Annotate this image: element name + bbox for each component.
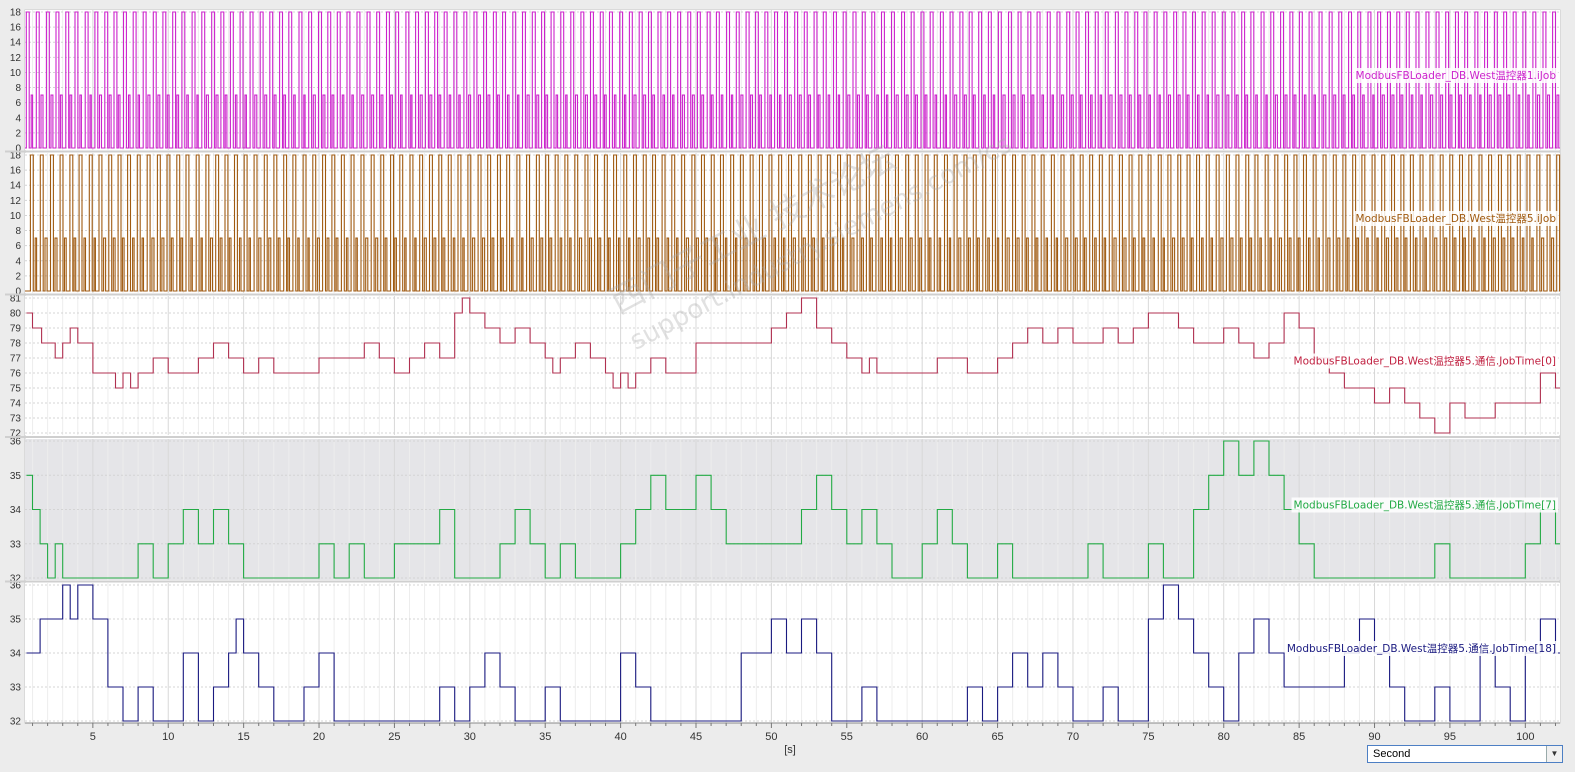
- y-tick-label: 0: [15, 144, 21, 155]
- y-tick-label: 36: [10, 581, 22, 592]
- y-tick-label: 14: [10, 181, 22, 192]
- panel-background: [25, 153, 1560, 293]
- x-tick-label: 85: [1293, 731, 1305, 743]
- x-tick-label: 30: [464, 731, 476, 743]
- y-tick-label: 78: [10, 339, 22, 350]
- x-tick-label: 60: [916, 731, 928, 743]
- y-tick-label: 80: [10, 309, 22, 320]
- y-tick-label: 33: [10, 683, 22, 694]
- y-tick-label: 81: [10, 294, 22, 305]
- y-tick-label: 14: [10, 38, 22, 49]
- series-line: [25, 154, 1561, 292]
- y-tick-label: 16: [10, 23, 22, 34]
- y-tick-label: 4: [15, 256, 21, 267]
- x-tick-label: 70: [1067, 731, 1079, 743]
- x-tick-label: 15: [238, 731, 250, 743]
- y-tick-label: 6: [15, 98, 21, 109]
- series-label: ModbusFBLoader_DB.West温控器5.通信.JobTime[7]: [1294, 499, 1556, 512]
- y-tick-label: 36: [10, 437, 22, 448]
- y-tick-label: 76: [10, 369, 22, 380]
- x-tick-label: 65: [991, 731, 1003, 743]
- x-tick-label: 50: [765, 731, 777, 743]
- y-tick-label: 35: [10, 615, 22, 626]
- y-tick-label: 2: [15, 128, 21, 139]
- y-tick-label: 6: [15, 241, 21, 252]
- panel-3: 72 73 74 75 76 77 78 79 80 81 ModbusFBLoader_DB.We…: [10, 294, 1560, 440]
- panel-2: 0 2 4 6 8 10 12 14 16 18 ModbusFBLoader_DB.West温控器…: [10, 151, 1561, 298]
- series-label-background: [1353, 68, 1559, 83]
- x-tick-label: 90: [1368, 731, 1380, 743]
- panel-1: 0 2 4 6 8 10 12 14 16 18 ModbusFBLoader_DB.West温控器…: [10, 8, 1560, 155]
- panel-4: 32 33 34 35 36 ModbusFBLoader_DB.West温控器5.通信.…: [10, 437, 1560, 585]
- y-tick-label: 8: [15, 83, 21, 94]
- timebase-select[interactable]: Second ▼: [1367, 745, 1563, 763]
- y-tick-label: 12: [10, 196, 22, 207]
- chevron-down-icon[interactable]: ▼: [1546, 746, 1562, 762]
- x-tick-label: 80: [1218, 731, 1230, 743]
- y-tick-label: 18: [10, 8, 22, 19]
- x-tick-label: 55: [841, 731, 853, 743]
- series-label: ModbusFBLoader_DB.West温控器1.iJob: [1356, 69, 1557, 82]
- series-label-background: [1291, 353, 1558, 369]
- y-tick-label: 4: [15, 113, 21, 124]
- series-label-background: [1353, 211, 1559, 226]
- series-label-background: [1291, 497, 1558, 513]
- y-tick-label: 10: [10, 68, 22, 79]
- x-tick-label: 95: [1444, 731, 1456, 743]
- series-line: [25, 11, 1560, 149]
- y-tick-label: 32: [10, 717, 22, 728]
- x-tick-label: 20: [313, 731, 325, 743]
- x-axis-unit-label: [s]: [784, 744, 796, 756]
- series-label: ModbusFBLoader_DB.West温控器5.通信.JobTime[18…: [1287, 642, 1556, 655]
- x-tick-label: 75: [1142, 731, 1154, 743]
- series-label: ModbusFBLoader_DB.West温控器5.iJob: [1356, 212, 1557, 225]
- y-tick-label: 8: [15, 226, 21, 237]
- series-line: [26, 584, 1560, 722]
- x-tick-label: 40: [614, 731, 626, 743]
- y-tick-label: 12: [10, 53, 22, 64]
- x-tick-label: 45: [690, 731, 702, 743]
- series-label: ModbusFBLoader_DB.West温控器5.通信.JobTime[0]: [1294, 355, 1556, 368]
- y-tick-label: 77: [10, 354, 22, 365]
- x-tick-label: 5: [90, 731, 96, 743]
- y-tick-label: 2: [15, 271, 21, 282]
- y-tick-label: 10: [10, 211, 22, 222]
- x-tick-label: 35: [539, 731, 551, 743]
- series-label-background: [1284, 641, 1558, 656]
- panel-5: 32 33 34 35 36 ModbusFBLoader_DB.West温控器5.通信.…: [10, 581, 1560, 728]
- y-tick-label: 16: [10, 166, 22, 177]
- y-tick-label: 34: [10, 649, 22, 660]
- y-tick-label: 74: [10, 399, 22, 410]
- y-tick-label: 75: [10, 384, 22, 395]
- y-tick-label: 18: [10, 151, 22, 162]
- y-tick-label: 0: [15, 287, 21, 298]
- y-tick-label: 79: [10, 324, 22, 335]
- series-line: [26, 297, 1560, 434]
- y-tick-label: 35: [10, 471, 22, 482]
- x-tick-label: 25: [388, 731, 400, 743]
- series-line: [26, 440, 1560, 579]
- y-tick-label: 33: [10, 539, 22, 550]
- x-tick-label: 10: [162, 731, 174, 743]
- x-tick-label: 100: [1516, 731, 1534, 743]
- y-tick-label: 73: [10, 414, 22, 425]
- timebase-select-value: Second: [1373, 748, 1411, 760]
- y-tick-label: 34: [10, 505, 22, 516]
- y-tick-label: 32: [10, 574, 22, 585]
- y-tick-label: 72: [10, 429, 22, 440]
